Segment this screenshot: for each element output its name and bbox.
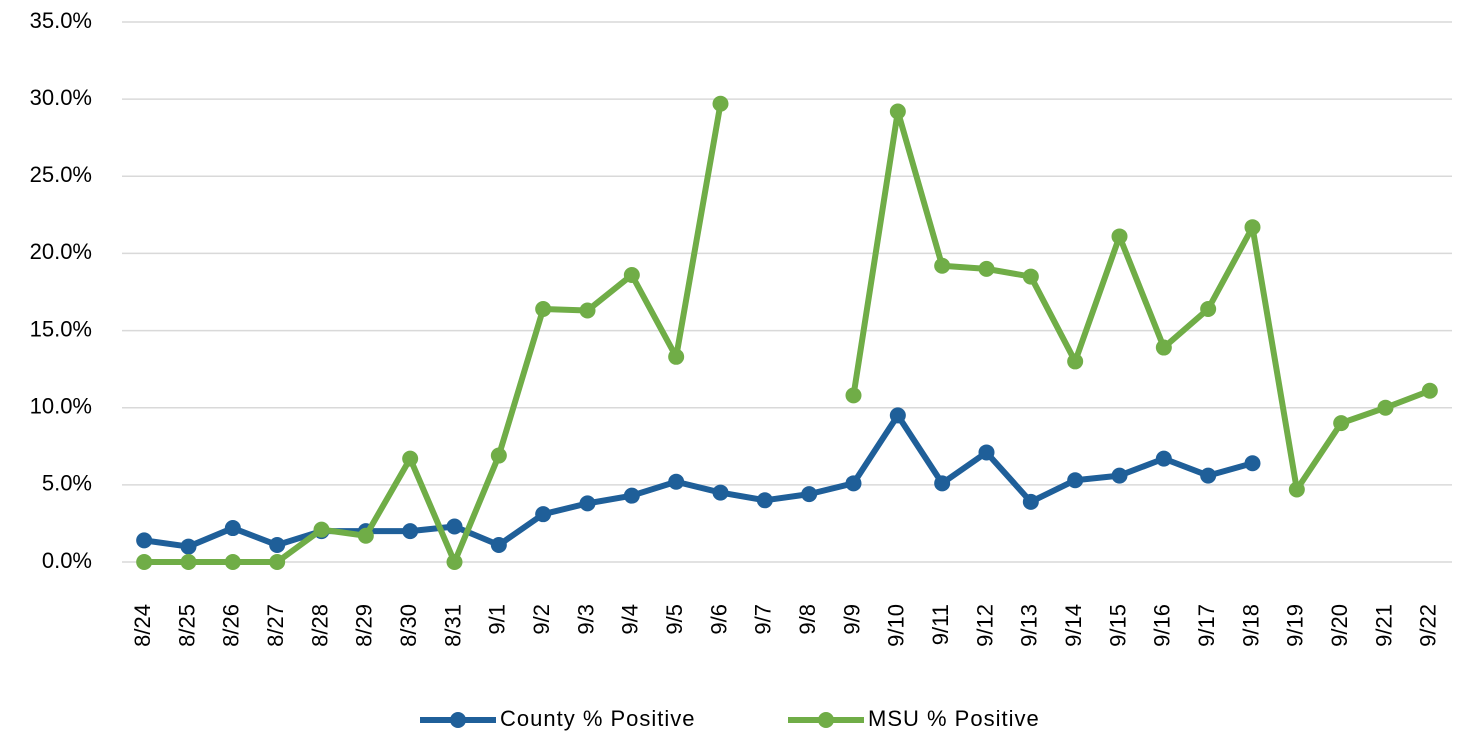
x-tick-label: 8/31: [440, 604, 465, 647]
x-tick-label: 9/16: [1150, 604, 1175, 647]
x-tick-label: 9/19: [1283, 604, 1308, 647]
data-point: [535, 300, 552, 317]
y-tick-label: 25.0%: [30, 162, 92, 187]
x-tick-label: 8/29: [352, 604, 377, 647]
data-point: [1421, 382, 1438, 399]
y-tick-label: 35.0%: [30, 8, 92, 33]
data-point: [934, 475, 951, 492]
data-point: [1200, 300, 1217, 317]
data-point: [1244, 219, 1261, 236]
data-point: [1244, 455, 1261, 472]
data-point: [1333, 415, 1350, 432]
data-point: [889, 103, 906, 120]
y-tick-label: 20.0%: [30, 239, 92, 264]
data-point: [446, 518, 463, 535]
series-line: [144, 103, 1431, 565]
data-point: [712, 484, 729, 501]
x-tick-label: 9/4: [618, 604, 643, 635]
y-tick-label: 10.0%: [30, 394, 92, 419]
y-tick-label: 30.0%: [30, 85, 92, 110]
data-point: [136, 554, 153, 570]
x-tick-label: 9/8: [795, 604, 820, 635]
x-tick-label: 9/12: [972, 604, 997, 647]
x-tick-label: 9/11: [928, 604, 953, 645]
x-tick-label: 9/15: [1105, 604, 1130, 647]
data-point: [402, 523, 419, 540]
data-point: [313, 521, 330, 538]
data-point: [224, 520, 241, 537]
data-point: [889, 407, 906, 424]
x-tick-label: 9/22: [1416, 604, 1441, 647]
x-tick-label: 9/17: [1194, 604, 1219, 647]
data-point: [1111, 228, 1128, 245]
data-point: [1288, 481, 1305, 498]
x-tick-label: 9/20: [1327, 604, 1352, 647]
data-point: [712, 95, 729, 112]
data-point: [668, 473, 685, 490]
x-tick-label: 9/2: [529, 604, 554, 635]
data-point: [1200, 467, 1217, 484]
data-point: [1155, 450, 1172, 467]
data-point: [180, 554, 197, 570]
series-line: [143, 412, 1254, 550]
legend-label: MSU % Positive: [868, 706, 1040, 731]
data-point: [446, 554, 463, 570]
data-point: [668, 348, 685, 365]
data-point: [579, 495, 596, 512]
y-tick-label: 5.0%: [42, 471, 92, 496]
data-point: [224, 554, 241, 570]
data-point: [1111, 467, 1128, 484]
x-tick-label: 8/25: [174, 604, 199, 647]
data-point: [269, 537, 286, 554]
data-point: [136, 532, 153, 549]
data-point: [535, 506, 552, 523]
data-point: [978, 444, 995, 461]
data-point: [623, 267, 640, 284]
x-tick-label: 9/13: [1017, 604, 1042, 647]
data-point: [934, 257, 951, 274]
x-tick-label: 8/27: [263, 604, 288, 647]
legend-marker: [450, 712, 466, 728]
y-tick-label: 15.0%: [30, 316, 92, 341]
data-point: [1022, 493, 1039, 510]
data-point: [579, 302, 596, 319]
x-tick-label: 9/9: [839, 604, 864, 635]
legend-label: County % Positive: [500, 706, 696, 731]
data-point: [357, 527, 374, 544]
legend-marker: [818, 712, 834, 728]
data-point: [490, 447, 507, 464]
data-point: [978, 260, 995, 277]
x-tick-label: 9/7: [751, 604, 776, 635]
data-point: [490, 537, 507, 554]
data-point: [1022, 268, 1039, 285]
data-point: [623, 487, 640, 504]
data-point: [1067, 472, 1084, 489]
data-point: [845, 387, 862, 404]
data-point: [402, 450, 419, 467]
x-tick-label: 9/3: [573, 604, 598, 635]
data-point: [1067, 353, 1084, 370]
x-tick-label: 8/26: [219, 604, 244, 647]
x-tick-label: 9/21: [1371, 604, 1396, 647]
x-tick-label: 9/5: [662, 604, 687, 635]
data-point: [756, 492, 773, 509]
x-tick-label: 9/1: [485, 604, 510, 635]
data-point: [845, 475, 862, 492]
x-tick-label: 8/28: [307, 604, 332, 647]
x-tick-label: 9/6: [706, 604, 731, 635]
y-tick-label: 0.0%: [42, 548, 92, 573]
data-point: [269, 554, 286, 570]
x-tick-label: 9/10: [884, 604, 909, 647]
x-tick-label: 9/14: [1061, 604, 1086, 647]
data-point: [1155, 339, 1172, 356]
data-point: [180, 538, 197, 555]
x-tick-label: 9/18: [1238, 604, 1263, 647]
x-tick-label: 8/30: [396, 604, 421, 647]
x-tick-label: 8/24: [130, 604, 155, 647]
data-point: [1377, 399, 1394, 416]
data-point: [801, 486, 818, 503]
